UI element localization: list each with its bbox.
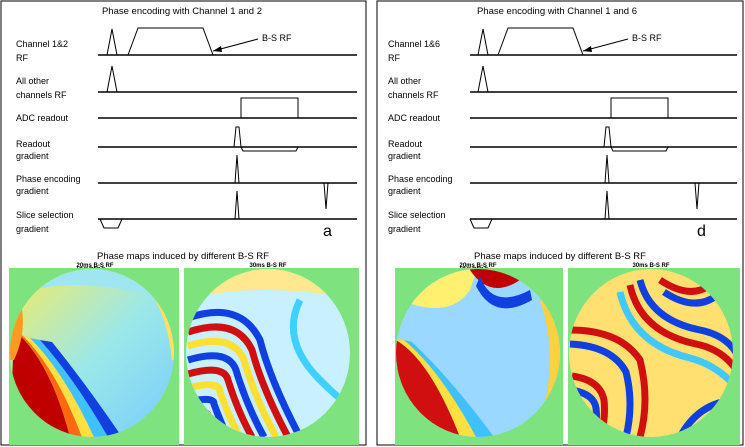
row-label: channels RF <box>388 90 439 100</box>
panel-letter: d <box>697 223 706 240</box>
map-caption: 30ms B-S RF <box>632 263 669 269</box>
row-label: gradient <box>16 186 49 196</box>
adc-window <box>610 97 669 118</box>
phase-map-e <box>396 269 560 437</box>
rf-pulse <box>106 28 118 56</box>
bs-rf-pulse <box>127 27 214 56</box>
readout-gradient <box>603 126 669 152</box>
map-caption: 30ms B-S RF <box>249 263 286 269</box>
row-label: Readout <box>16 139 51 149</box>
row-label: All other <box>16 76 49 86</box>
bs-rf-pulse <box>497 27 584 56</box>
pe-gradient-pos <box>234 154 240 184</box>
maps-title: Phase maps induced by different B-S RF <box>474 251 646 262</box>
slice-gradient-neg <box>99 218 123 229</box>
slice-gradient-pos <box>234 190 240 220</box>
row-label: gradient <box>388 186 421 196</box>
maps-title: Phase maps induced by different B-S RF <box>97 251 269 262</box>
row-label: gradient <box>388 224 421 234</box>
row-label: Phase encoding <box>16 174 81 184</box>
row-label: ADC readout <box>388 113 441 123</box>
bs-rf-arrowhead <box>213 46 222 52</box>
bs-rf-arrowhead <box>583 46 592 52</box>
map-caption: 20ms B-S RF <box>76 263 113 269</box>
row-label: gradient <box>16 151 49 161</box>
rf-pulse <box>477 28 489 56</box>
row-label: gradient <box>16 224 49 234</box>
row-label: Phase encoding <box>388 174 453 184</box>
slice-gradient-pos <box>604 190 610 220</box>
bs-rf-label: B-S RF <box>262 33 292 43</box>
pe-gradient-pos <box>604 154 610 184</box>
row-label: RF <box>388 53 400 63</box>
row-label: All other <box>388 76 421 86</box>
panel-letter: a <box>323 223 332 240</box>
bs-rf-label: B-S RF <box>632 33 662 43</box>
left-panel-frame <box>0 0 367 446</box>
row-label: ADC readout <box>16 113 69 123</box>
rf-pulse <box>106 65 118 93</box>
panel-title: Phase encoding with Channel 1 and 2 <box>102 6 262 17</box>
row-label: Channel 1&6 <box>388 39 440 49</box>
pe-gradient-neg <box>323 182 329 210</box>
row-label: Slice selection <box>388 210 446 220</box>
pe-gradient-neg <box>694 182 700 210</box>
row-label: RF <box>16 53 28 63</box>
row-label: Channel 1&2 <box>16 39 68 49</box>
row-label: Slice selection <box>16 210 74 220</box>
adc-window <box>240 97 299 118</box>
row-label: gradient <box>388 151 421 161</box>
map-caption: 20ms B-S RF <box>459 263 496 269</box>
rf-pulse <box>477 65 489 93</box>
row-label: channels RF <box>16 90 67 100</box>
row-label: Readout <box>388 139 423 149</box>
readout-gradient <box>233 126 299 152</box>
panel-title: Phase encoding with Channel 1 and 6 <box>477 6 637 17</box>
slice-gradient-neg <box>469 218 493 229</box>
